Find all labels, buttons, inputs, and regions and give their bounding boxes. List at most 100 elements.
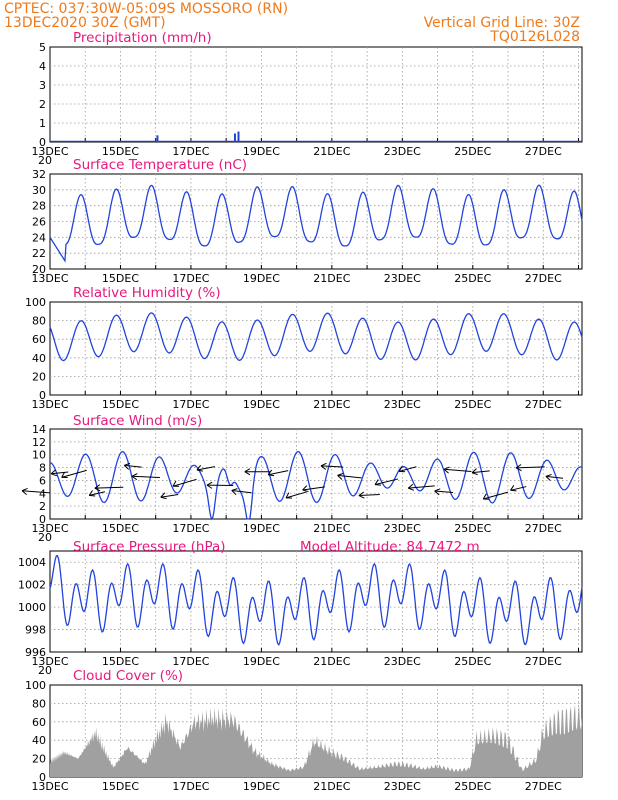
x-tick-label: 27DEC	[525, 780, 562, 793]
wind-arrow	[374, 478, 399, 486]
wind-arrow	[398, 466, 417, 472]
wind-arrow-head	[374, 479, 382, 486]
wind-arrow-head	[443, 466, 450, 474]
header-station: CPTEC: 037:30W-05:09S MOSSORO (RN)	[4, 1, 288, 17]
wind-arrow-head	[196, 465, 203, 472]
panel-1: 0 1 2 3 4 5 13DEC 15DEC 17DEC 19DEC 21DEC 23DEC 25DE…	[31, 30, 583, 167]
x-tick-label: 27DEC	[525, 145, 562, 158]
series-line	[49, 184, 583, 263]
cloud-cover-area	[50, 703, 582, 777]
panel-title: Surface Temperature (nC)	[73, 157, 247, 173]
wind-arrow	[231, 490, 252, 494]
y-tick-label: 1	[39, 117, 46, 130]
y-tick-label: 5	[39, 41, 46, 54]
x-tick-label: 19DEC	[243, 145, 280, 158]
panel-3: 0 20 40 60 80 100 13DEC 15DEC 17DEC 19DEC 21DEC 23D…	[25, 285, 583, 411]
y-tick-label: 0	[39, 771, 46, 784]
wind-arrow-head	[206, 481, 213, 489]
x-tick-label: 23DEC	[384, 655, 421, 668]
wind-arrow	[516, 466, 545, 469]
series-line	[49, 554, 583, 647]
wind-arrow-head	[50, 469, 57, 477]
wind-arrow	[483, 491, 509, 500]
x-tick-label: 21DEC	[313, 522, 350, 535]
wind-arrow	[160, 494, 179, 498]
x-tick-label: 13DEC	[31, 780, 68, 793]
y-tick-label: 998	[25, 624, 46, 637]
y-tick-label: 8	[39, 462, 46, 475]
x-tick-label: 13DEC	[31, 398, 68, 411]
wind-arrow-head	[471, 468, 478, 476]
x-tick-label: 21DEC	[313, 398, 350, 411]
y-tick-label: 28	[32, 200, 46, 213]
x-tick-label: 25DEC	[454, 398, 491, 411]
wind-arrow-head	[515, 464, 522, 472]
y-tick-label: 0	[39, 513, 46, 526]
panel-6: 0 20 40 60 80 100 13DEC 15DEC 17DEC 19DEC 21DEC 23D…	[25, 668, 583, 793]
y-tick-label: 40	[32, 352, 46, 365]
y-tick-label: 100	[25, 296, 46, 309]
wind-arrow	[89, 491, 106, 496]
wind-arrow-head	[545, 473, 552, 481]
wind-arrow	[172, 478, 197, 487]
x-tick-label: 19DEC	[243, 780, 280, 793]
x-tick-label: 27DEC	[525, 398, 562, 411]
x-tick-label: 25DEC	[454, 780, 491, 793]
x-tick-label: 21DEC	[313, 655, 350, 668]
wind-arrow-head	[302, 485, 309, 493]
x-tick-label: 23DEC	[384, 780, 421, 793]
y-tick-label: 30	[32, 184, 46, 197]
wind-arrow	[358, 494, 380, 497]
y-tick-label: 1002	[18, 579, 46, 592]
y-tick-label: 20	[32, 370, 46, 383]
panel-frame	[49, 428, 583, 520]
precip-bar	[237, 131, 240, 142]
x-overflow-label: 20	[38, 531, 52, 544]
wind-arrow-head	[434, 488, 441, 496]
x-tick-label: 15DEC	[102, 398, 139, 411]
wind-arrow-head	[267, 469, 275, 477]
y-tick-label: 32	[32, 168, 46, 181]
wind-arrow-head	[482, 493, 490, 500]
y-tick-label: 100	[25, 679, 46, 692]
x-tick-label: 21DEC	[313, 272, 350, 285]
wind-arrow	[268, 470, 289, 476]
precip-bar	[156, 135, 159, 142]
wind-arrow-head	[398, 466, 406, 473]
x-tick-label: 15DEC	[102, 272, 139, 285]
y-tick-label: 2	[39, 98, 46, 111]
x-tick-label: 15DEC	[102, 655, 139, 668]
x-tick-label: 27DEC	[525, 272, 562, 285]
wind-arrow-head	[231, 488, 238, 496]
x-tick-label: 21DEC	[313, 145, 350, 158]
x-tick-label: 15DEC	[102, 522, 139, 535]
wind-arrow	[51, 471, 69, 475]
wind-arrow-head	[131, 473, 138, 481]
x-tick-label: 17DEC	[172, 398, 209, 411]
x-tick-label: 13DEC	[31, 655, 68, 668]
wind-arrow-head	[88, 490, 96, 497]
x-tick-label: 25DEC	[454, 272, 491, 285]
x-overflow-label: 20	[38, 154, 52, 167]
x-tick-label: 13DEC	[31, 272, 68, 285]
y-tick-label: 24	[32, 231, 46, 244]
x-tick-label: 13DEC	[31, 522, 68, 535]
wind-arrow	[285, 491, 307, 499]
wind-arrow	[510, 486, 527, 491]
wind-arrow-head	[123, 462, 131, 470]
y-tick-label: 12	[32, 436, 46, 449]
x-tick-label: 25DEC	[454, 655, 491, 668]
x-tick-label: 17DEC	[172, 780, 209, 793]
x-tick-label: 19DEC	[243, 522, 280, 535]
panel-title: Surface Wind (m/s)	[73, 413, 202, 429]
panel-frame	[49, 550, 583, 653]
wind-arrow	[302, 486, 325, 491]
panel-title: Relative Humidity (%)	[73, 285, 221, 301]
x-tick-label: 17DEC	[172, 522, 209, 535]
y-tick-label: 26	[32, 216, 46, 229]
wind-arrow-head	[244, 468, 251, 476]
y-tick-label: 14	[32, 423, 46, 436]
y-tick-label: 0	[39, 389, 46, 402]
